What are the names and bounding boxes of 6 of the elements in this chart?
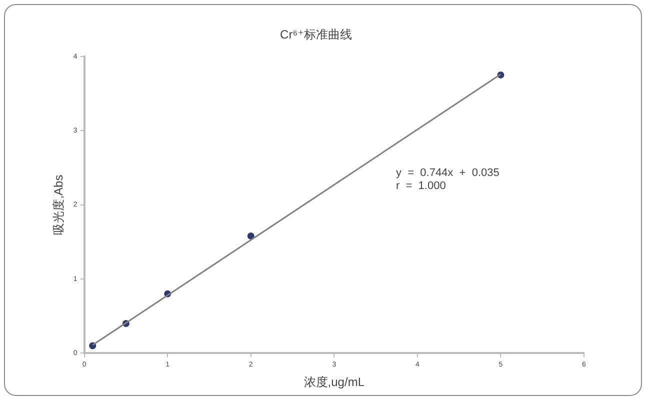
y-axis-title: 吸光度,Abs — [52, 174, 66, 235]
annotation: r = 1.000 — [396, 180, 446, 192]
x-axis-title: 浓度,ug/mL — [304, 375, 365, 390]
chart-title: Cr⁶⁺标准曲线 — [280, 28, 352, 42]
annotation: y = 0.744x + 0.035 — [396, 167, 500, 180]
point — [247, 232, 254, 240]
